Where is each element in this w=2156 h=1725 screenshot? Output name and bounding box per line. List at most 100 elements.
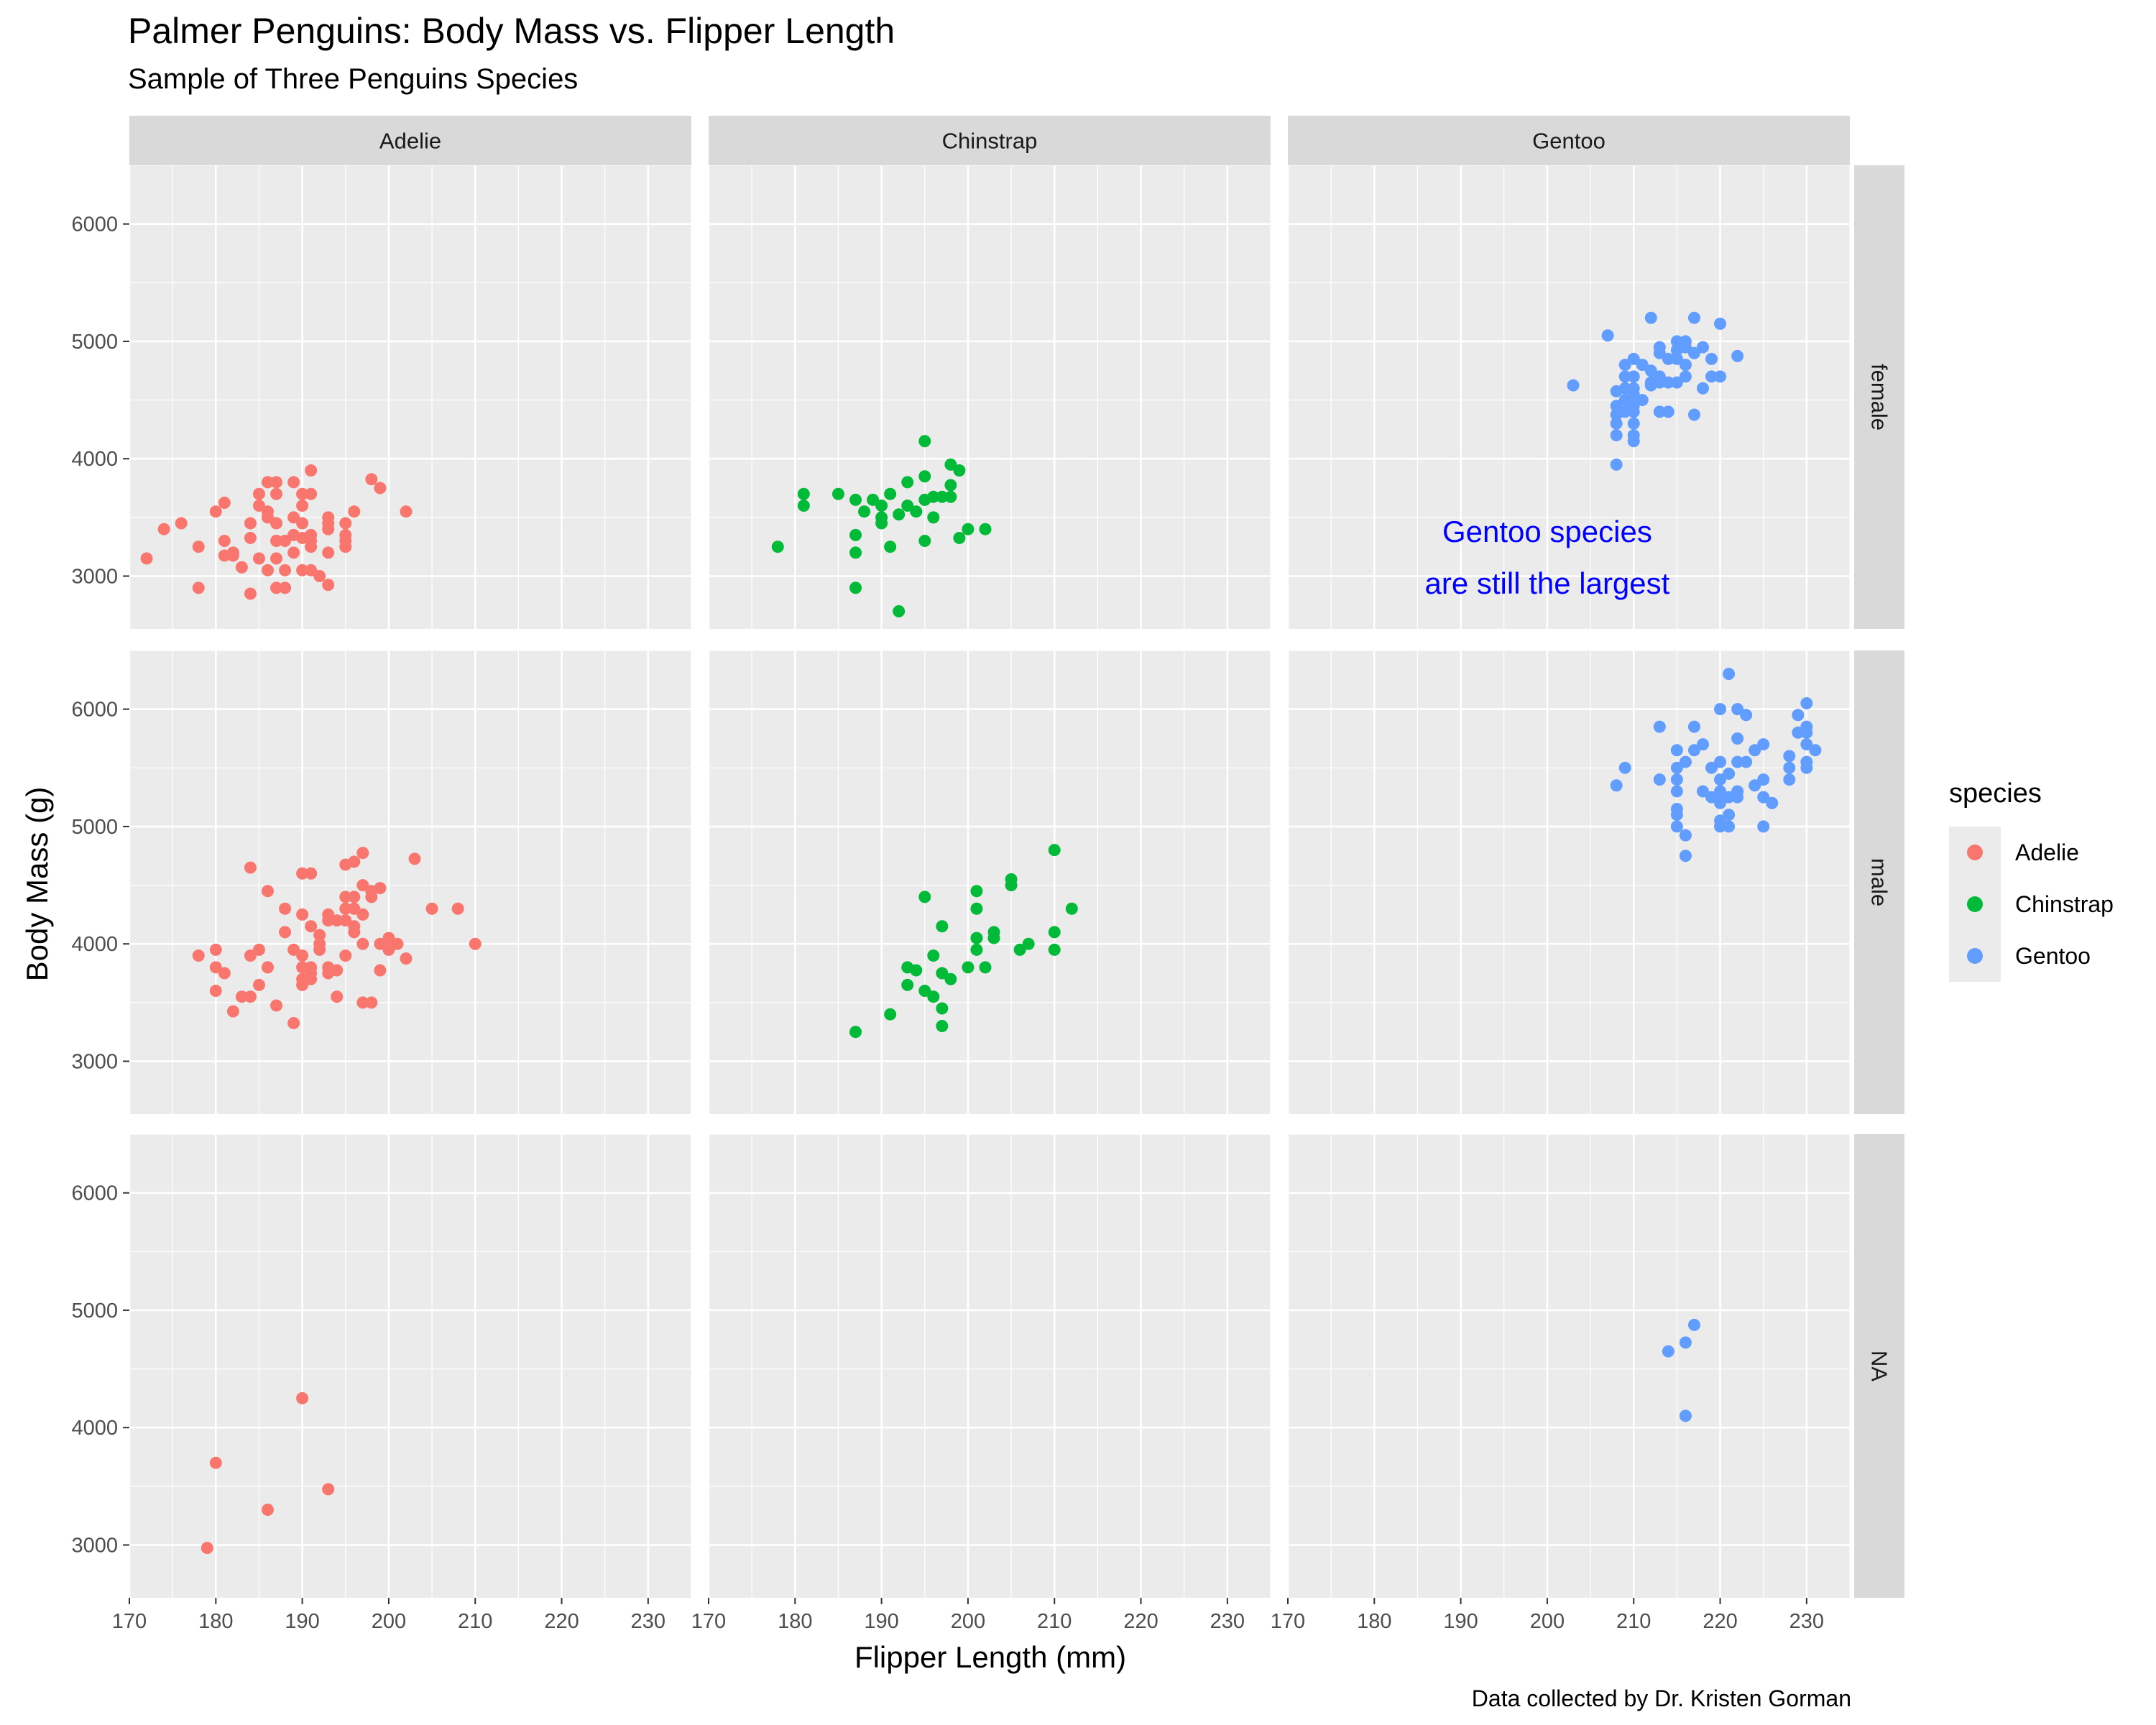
point-gentoo-male — [1714, 820, 1727, 833]
x-tick-label: 170 — [112, 1610, 147, 1633]
x-tick-label: 220 — [544, 1610, 579, 1633]
point-adelie-female — [261, 511, 274, 524]
point-chinstrap-female — [918, 535, 931, 548]
point-adelie-female — [400, 505, 413, 518]
point-adelie-male — [218, 967, 231, 980]
point-chinstrap-male — [979, 961, 992, 974]
point-gentoo-female — [1618, 370, 1631, 383]
point-gentoo-female — [1653, 405, 1666, 418]
point-chinstrap-male — [936, 920, 949, 933]
strip-label-na: NA — [1867, 1351, 1892, 1381]
point-chinstrap-male — [944, 972, 957, 985]
point-gentoo-female — [1679, 359, 1692, 372]
point-gentoo-female — [1636, 359, 1649, 372]
point-chinstrap-male — [970, 885, 983, 898]
point-chinstrap-female — [901, 476, 914, 489]
point-gentoo-male — [1670, 773, 1683, 786]
point-adelie-male — [235, 990, 248, 1003]
point-gentoo-male — [1610, 779, 1623, 792]
point-adelie-male — [374, 937, 387, 950]
point-gentoo-na — [1687, 1318, 1700, 1331]
x-tick-label: 230 — [631, 1610, 665, 1633]
x-tick-label: 190 — [1443, 1610, 1478, 1633]
point-chinstrap-male — [910, 964, 923, 977]
point-adelie-female — [296, 517, 309, 530]
point-adelie-male — [226, 1005, 239, 1018]
point-gentoo-male — [1714, 755, 1727, 768]
point-gentoo-male — [1783, 761, 1796, 774]
point-adelie-female — [252, 552, 265, 565]
point-chinstrap-female — [944, 479, 957, 492]
legend-title: species — [1949, 778, 2042, 809]
point-adelie-male — [339, 949, 352, 962]
point-gentoo-female — [1705, 352, 1718, 365]
point-adelie-male — [305, 920, 318, 933]
point-gentoo-male — [1714, 785, 1727, 798]
point-chinstrap-female — [901, 500, 914, 512]
strip-na — [1854, 1134, 1904, 1598]
point-gentoo-male — [1687, 744, 1700, 757]
point-adelie-male — [339, 902, 352, 915]
point-chinstrap-female — [875, 517, 888, 530]
point-adelie-female — [270, 552, 283, 565]
point-adelie-female — [287, 511, 300, 524]
point-gentoo-female — [1636, 394, 1649, 407]
point-adelie-male — [305, 867, 318, 880]
point-adelie-female — [305, 464, 318, 477]
point-chinstrap-male — [936, 1020, 949, 1033]
y-tick-label: 6000 — [71, 1182, 118, 1205]
point-gentoo-female — [1644, 364, 1657, 377]
point-gentoo-female — [1662, 376, 1674, 389]
point-adelie-male — [244, 861, 257, 874]
point-adelie-male — [400, 952, 413, 965]
point-gentoo-female — [1696, 341, 1709, 354]
point-gentoo-male — [1714, 796, 1727, 809]
point-adelie-male — [270, 999, 283, 1012]
point-adelie-na — [322, 1483, 335, 1496]
point-gentoo-female — [1618, 405, 1631, 418]
point-adelie-male — [348, 926, 361, 939]
point-adelie-male — [296, 978, 309, 991]
point-gentoo-male — [1687, 720, 1700, 733]
point-chinstrap-male — [970, 902, 983, 915]
point-chinstrap-female — [831, 487, 844, 500]
point-adelie-female — [287, 476, 300, 489]
point-gentoo-male — [1800, 738, 1813, 751]
point-chinstrap-male — [1005, 879, 1018, 892]
point-gentoo-female — [1679, 341, 1692, 354]
point-adelie-male — [331, 914, 344, 927]
y-tick-label: 3000 — [71, 1051, 118, 1074]
panel-adelie-male — [129, 650, 691, 1114]
point-chinstrap-male — [1048, 943, 1061, 956]
point-adelie-female — [270, 487, 283, 500]
point-adelie-male — [261, 885, 274, 898]
point-adelie-male — [322, 914, 335, 927]
gentoo-swatch — [1967, 948, 1983, 964]
point-chinstrap-female — [884, 487, 897, 500]
point-gentoo-female — [1627, 417, 1640, 430]
y-tick-label: 5000 — [71, 1300, 118, 1322]
strip-label-female: female — [1867, 364, 1892, 431]
x-tick-label: 180 — [778, 1610, 812, 1633]
point-chinstrap-female — [797, 487, 810, 500]
point-chinstrap-male — [970, 943, 983, 956]
point-gentoo-female — [1696, 382, 1709, 395]
panel-gentoo-na — [1288, 1134, 1850, 1598]
y-tick-label: 4000 — [71, 1417, 118, 1440]
point-gentoo-male — [1731, 732, 1744, 745]
point-adelie-female — [226, 549, 239, 562]
annotation-line-1: Gentoo species — [1442, 515, 1652, 548]
point-adelie-male — [244, 949, 257, 962]
point-adelie-female — [365, 473, 378, 486]
point-adelie-male — [348, 891, 361, 903]
point-gentoo-female — [1627, 405, 1640, 418]
point-gentoo-female — [1714, 317, 1727, 330]
point-adelie-female — [252, 487, 265, 500]
point-gentoo-female — [1618, 382, 1631, 395]
point-adelie-male — [296, 961, 309, 974]
point-adelie-male — [305, 967, 318, 980]
point-gentoo-female — [1610, 429, 1623, 442]
point-gentoo-male — [1696, 738, 1709, 751]
point-adelie-female — [313, 570, 326, 583]
point-gentoo-female — [1601, 329, 1614, 342]
